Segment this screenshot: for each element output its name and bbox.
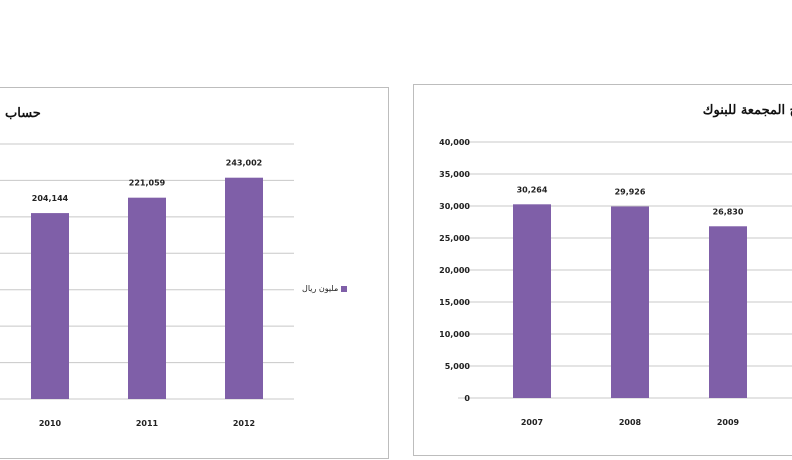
- bar: [709, 226, 747, 398]
- chart-title-left: حساب: [5, 106, 41, 121]
- data-label: 243,002: [226, 159, 262, 168]
- x-tick-label: 2010: [39, 419, 62, 428]
- x-tick-label: 2009: [717, 418, 740, 427]
- chart-left-svg: 204,144 2010 221,059 2011 243,002 2012: [0, 143, 294, 428]
- y-tick-label: 5,000: [445, 362, 471, 371]
- chart-title-right: ح المجمعة للبنوك: [702, 103, 792, 118]
- y-tick-label: 25,000: [439, 234, 470, 243]
- y-tick-label: 30,000: [439, 202, 470, 211]
- chart-panel-left: حساب 204,144 2010 221,059 2011 243,002 2012 م…: [0, 87, 389, 459]
- y-tick-label: 20,000: [439, 266, 470, 275]
- y-tick-label: 15,000: [439, 298, 470, 307]
- bar: [513, 204, 551, 398]
- bar: [31, 213, 69, 399]
- data-label: 221,059: [129, 179, 166, 188]
- chart-right-svg: 0 5,000 10,000 15,000 20,000 25,000 30,000 35,0…: [439, 138, 792, 427]
- chart-panel-right: ح المجمعة للبنوك 0 5,000 10,000 15,000 20,00…: [413, 84, 792, 456]
- data-label: 204,144: [32, 194, 69, 203]
- bar: [225, 177, 263, 399]
- bar: [128, 197, 166, 399]
- y-tick-label: 10,000: [439, 330, 470, 339]
- legend-swatch: [341, 285, 348, 292]
- y-tick-label: 40,000: [439, 138, 470, 147]
- data-label: 29,926: [615, 187, 646, 196]
- data-label: 30,264: [517, 185, 548, 194]
- y-tick-label: 35,000: [439, 170, 470, 179]
- y-tick-label: 0: [464, 394, 470, 403]
- data-label: 26,830: [713, 207, 744, 216]
- x-tick-label: 2007: [521, 418, 543, 427]
- x-tick-label: 2011: [136, 419, 159, 428]
- chart-legend-left: مليون ريال: [302, 284, 348, 293]
- x-tick-label: 2008: [619, 418, 642, 427]
- x-tick-label: 2012: [233, 419, 255, 428]
- legend-label: مليون ريال: [302, 284, 339, 293]
- bar: [611, 206, 649, 398]
